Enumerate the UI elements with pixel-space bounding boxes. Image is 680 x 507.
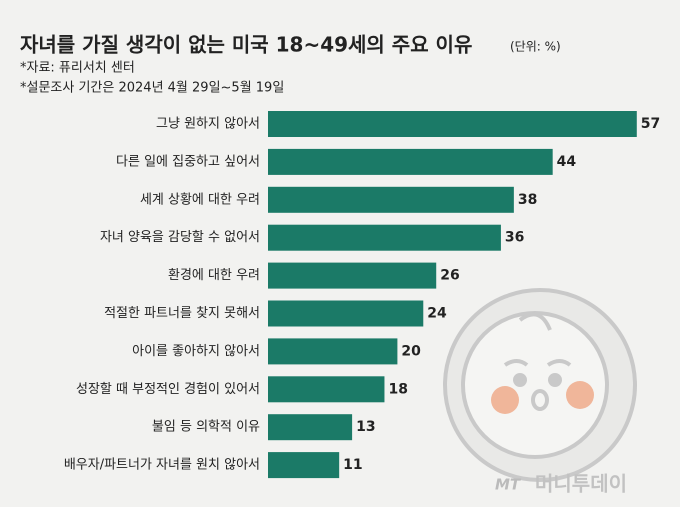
note: *설문조사 기간은 2024년 4월 29일~5월 19일 <box>20 81 284 96</box>
value-label: 11 <box>343 457 362 473</box>
value-label: 38 <box>518 192 537 208</box>
bar <box>268 224 501 251</box>
bar <box>268 148 553 175</box>
bar <box>268 452 340 479</box>
bar <box>268 262 437 289</box>
value-label: 26 <box>440 268 459 284</box>
category-label: 자녀 양육을 감당할 수 없어서 <box>100 230 260 245</box>
source-logo: MT <box>495 476 522 494</box>
bar <box>268 414 353 441</box>
value-label: 13 <box>356 419 375 435</box>
value-label: 20 <box>401 343 421 359</box>
bar <box>268 186 514 213</box>
value-label: 24 <box>427 306 447 322</box>
bar <box>268 376 385 403</box>
chart-title: 자녀를 가질 생각이 없는 미국 18~49세의 주요 이유 <box>20 33 472 57</box>
value-label: 57 <box>641 116 660 132</box>
source-name: 머니투데이 <box>535 472 627 496</box>
category-label: 세계 상황에 대한 우려 <box>140 192 260 207</box>
category-label: 아이를 좋아하지 않아서 <box>132 344 260 359</box>
category-label: 그냥 원하지 않아서 <box>156 117 260 132</box>
category-label: 불임 등 의학적 이유 <box>152 420 260 435</box>
category-label: 다른 일에 집중하고 싶어서 <box>116 154 260 169</box>
bar <box>268 300 424 327</box>
illustration <box>443 288 637 482</box>
note: *자료: 퓨리서치 센터 <box>20 61 135 76</box>
value-label: 18 <box>388 381 407 397</box>
category-label: 성장할 때 부정적인 경험이 있어서 <box>76 382 260 397</box>
bar <box>268 111 637 137</box>
unit: (단위: %) <box>510 40 561 54</box>
category-label: 환경에 대한 우려 <box>168 268 260 283</box>
category-label: 배우자/파트너가 자녀를 원치 않아서 <box>64 458 260 473</box>
value-label: 36 <box>505 230 524 246</box>
category-label: 적절한 파트너를 찾지 못해서 <box>104 306 260 321</box>
bar <box>268 338 398 365</box>
value-label: 44 <box>557 154 577 170</box>
